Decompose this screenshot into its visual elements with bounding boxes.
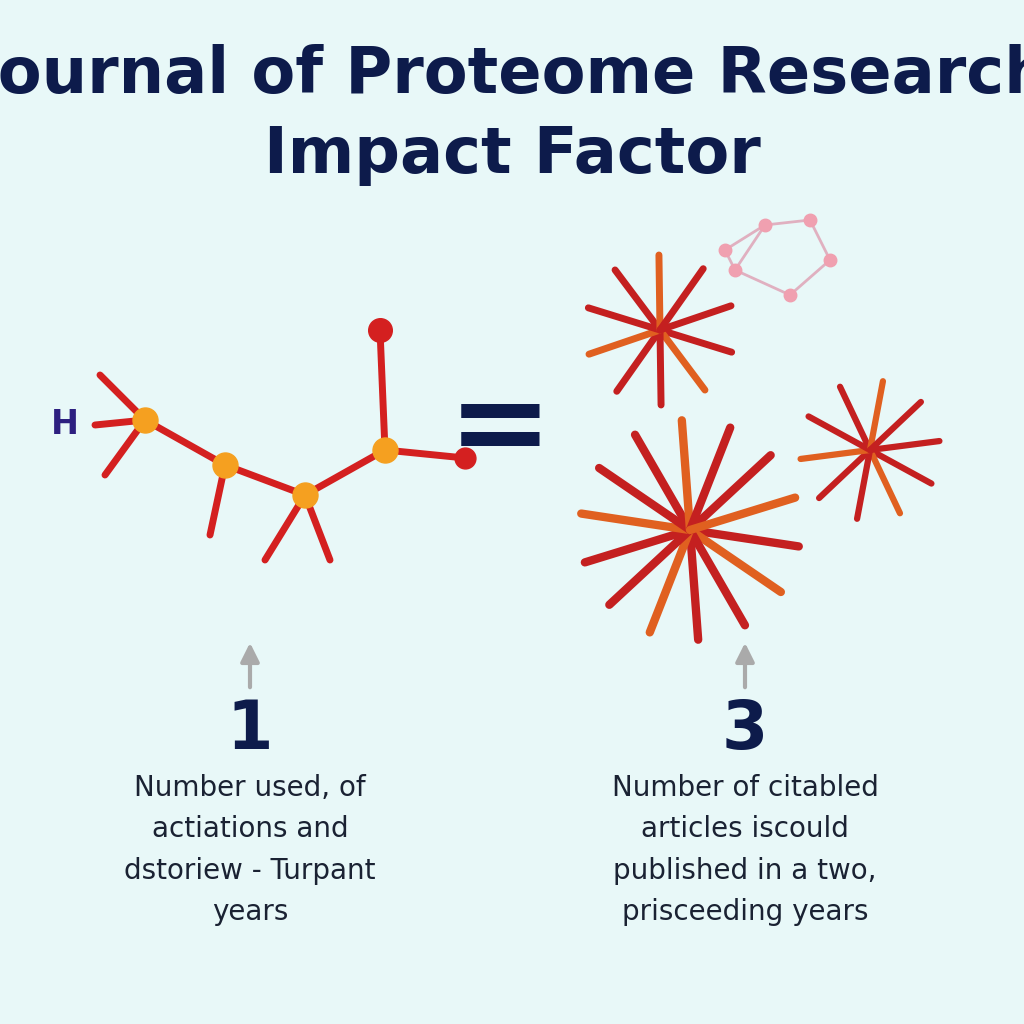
Text: H: H <box>51 409 79 441</box>
Text: Impact Factor: Impact Factor <box>263 124 761 186</box>
Text: 1: 1 <box>226 697 273 763</box>
Text: =: = <box>447 370 552 490</box>
Text: 3: 3 <box>722 697 768 763</box>
Text: Number used, of
actiations and
dstoriew - Turpant
years: Number used, of actiations and dstoriew … <box>124 774 376 926</box>
Text: Journal of Proteome Research: Journal of Proteome Research <box>0 44 1024 106</box>
Text: Number of citabled
articles iscould
published in a two,
prisceeding years: Number of citabled articles iscould publ… <box>611 774 879 926</box>
